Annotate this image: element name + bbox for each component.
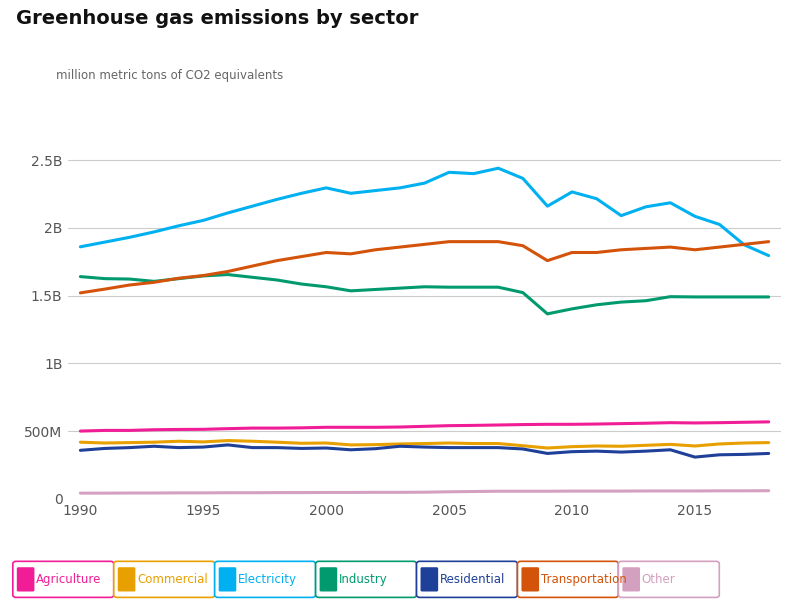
Text: Agriculture: Agriculture bbox=[36, 573, 102, 586]
Text: Residential: Residential bbox=[440, 573, 505, 586]
Text: Greenhouse gas emissions by sector: Greenhouse gas emissions by sector bbox=[16, 9, 418, 28]
Text: Commercial: Commercial bbox=[137, 573, 207, 586]
Text: Industry: Industry bbox=[339, 573, 388, 586]
Text: million metric tons of CO2 equivalents: million metric tons of CO2 equivalents bbox=[56, 69, 284, 82]
Text: Transportation: Transportation bbox=[541, 573, 626, 586]
Text: Other: Other bbox=[642, 573, 675, 586]
Text: Electricity: Electricity bbox=[238, 573, 297, 586]
